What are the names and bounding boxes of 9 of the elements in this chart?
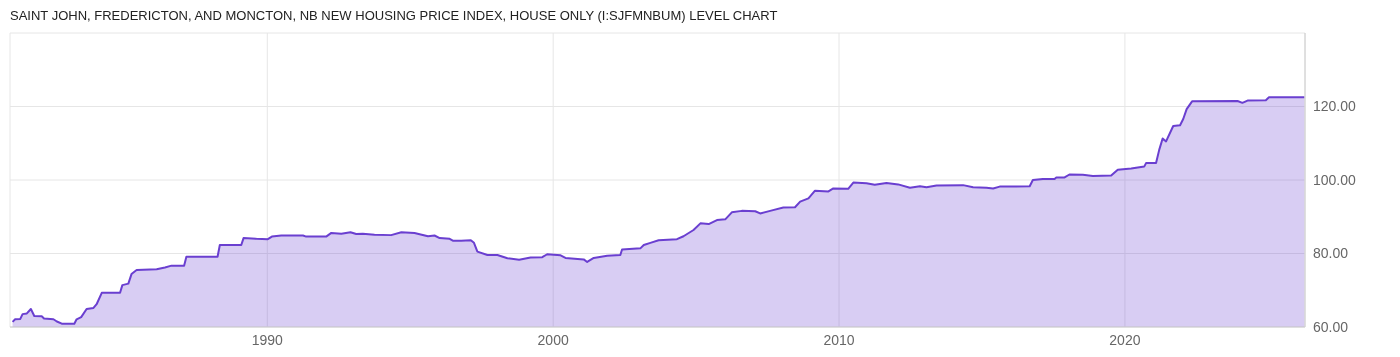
y-tick-label: 100.00 (1313, 171, 1357, 188)
x-tick-label: 2020 (1109, 331, 1141, 348)
y-tick-label: 120.00 (1313, 98, 1357, 115)
y-tick-label: 60.00 (1313, 318, 1349, 335)
x-tick-label: 2000 (537, 331, 569, 348)
chart-title: SAINT JOHN, FREDERICTON, AND MONCTON, NB NEW HOUSING PRICE INDEX, HOUSE ONLY (I:SJFMNBUM) LEVEL CHART (9, 8, 779, 25)
x-tick-label: 2010 (823, 331, 855, 348)
x-tick-label: 1990 (251, 331, 284, 348)
y-tick-label: 80.00 (1313, 245, 1349, 262)
